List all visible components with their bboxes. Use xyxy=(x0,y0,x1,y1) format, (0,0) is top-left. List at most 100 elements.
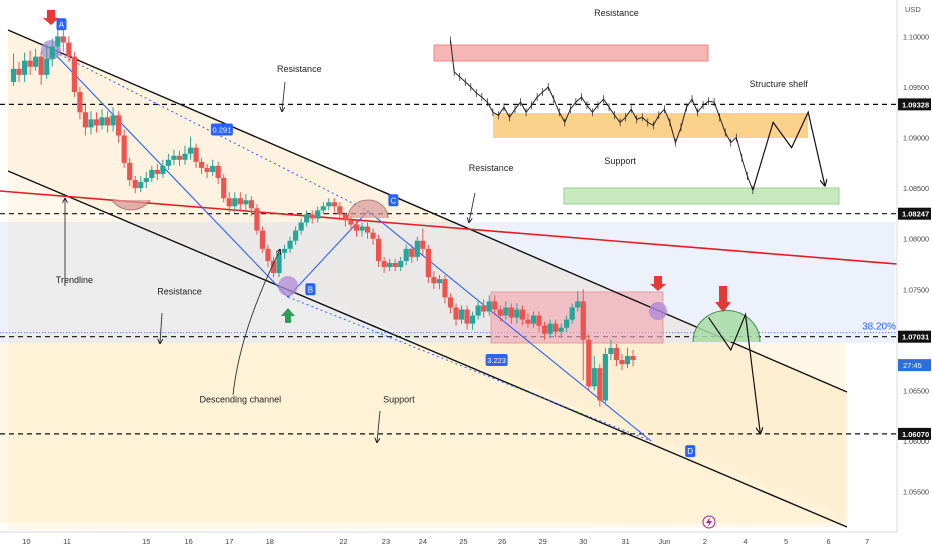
candle-12 xyxy=(77,86,83,120)
candle-90 xyxy=(508,303,514,324)
candle-35 xyxy=(204,163,210,179)
candle-6 xyxy=(44,44,50,79)
annotation-2: Structure shelf xyxy=(750,79,809,89)
annotation-6: Resistance xyxy=(157,286,202,296)
fib-label: 38.20% xyxy=(862,322,896,333)
candle-54 xyxy=(309,210,315,224)
red-arrow-turn xyxy=(650,276,666,291)
candle-102 xyxy=(575,291,581,312)
candle-72 xyxy=(409,244,415,263)
candle-10 xyxy=(66,36,72,62)
candle-23 xyxy=(138,175,144,193)
candle-91 xyxy=(514,303,520,324)
candle-79 xyxy=(447,293,454,314)
candle-108 xyxy=(608,339,614,361)
candle-106 xyxy=(597,364,603,407)
svg-text:C: C xyxy=(390,196,396,205)
candle-34 xyxy=(198,157,205,174)
candle-67 xyxy=(381,256,387,274)
x-tick-17: 5 xyxy=(784,537,788,546)
candle-4 xyxy=(33,48,39,71)
main-projection xyxy=(708,312,761,433)
countdown-tag: 27:45 xyxy=(898,359,931,372)
candle-51 xyxy=(293,226,299,245)
candle-24 xyxy=(143,171,149,189)
inset-price-line xyxy=(450,36,754,195)
point-label-D: D xyxy=(685,445,696,458)
candle-101 xyxy=(569,303,575,324)
red-arrow-a xyxy=(43,10,59,25)
pointer-arrows xyxy=(43,10,731,323)
candle-94 xyxy=(530,311,537,328)
candle-97 xyxy=(547,319,553,338)
x-tick-7: 23 xyxy=(382,537,390,546)
candle-112 xyxy=(630,349,636,367)
candle-11 xyxy=(71,51,77,98)
candle-55 xyxy=(315,206,321,223)
candle-43 xyxy=(248,196,254,217)
candle-64 xyxy=(364,222,371,239)
candle-8 xyxy=(55,26,61,55)
candle-52 xyxy=(298,218,304,235)
candle-83 xyxy=(470,311,476,330)
annotation-4: Resistance xyxy=(469,163,514,173)
x-tick-9: 25 xyxy=(459,537,467,546)
candle-61 xyxy=(348,216,354,231)
candle-69 xyxy=(392,258,398,272)
abcd-path xyxy=(50,49,652,442)
svg-text:B: B xyxy=(308,285,313,294)
x-tick-8: 24 xyxy=(419,537,427,546)
support-box xyxy=(563,187,840,205)
inset-line xyxy=(450,40,754,191)
value-tag-1: 3.223 xyxy=(485,354,508,367)
candle-103 xyxy=(580,289,586,381)
arc-c xyxy=(347,199,389,219)
inset-projection xyxy=(752,110,825,191)
candle-73 xyxy=(414,236,420,261)
x-tick-2: 15 xyxy=(142,537,150,546)
x-tick-5: 18 xyxy=(266,537,274,546)
point-b-circle xyxy=(278,276,298,296)
annotation-5: Trendline xyxy=(56,275,93,285)
candle-18 xyxy=(110,107,116,132)
candle-99 xyxy=(558,323,564,336)
candle-47 xyxy=(270,256,277,278)
x-tick-13: 31 xyxy=(621,537,629,546)
candle-7 xyxy=(49,38,55,67)
candle-85 xyxy=(481,299,487,318)
green-arrow-b xyxy=(281,308,295,323)
candle-104 xyxy=(586,333,592,391)
annotations: Resistance Resistance Structure shelf Suppo… xyxy=(56,8,808,404)
support-fill xyxy=(0,343,845,523)
candle-38 xyxy=(221,173,227,203)
level-tags: 1.09328 1.08247 1.07031 1.06070 27:45 xyxy=(898,98,931,440)
svg-text:1.06070: 1.06070 xyxy=(902,430,929,439)
candle-86 xyxy=(486,295,492,316)
lightning-icon[interactable] xyxy=(702,515,716,529)
candle-80 xyxy=(453,303,459,326)
x-tick-3: 16 xyxy=(185,537,193,546)
level-tag-1: 1.08247 xyxy=(898,207,931,220)
candle-89 xyxy=(503,301,509,320)
y-tick-7: 1.06000 xyxy=(903,437,929,446)
candle-16 xyxy=(99,109,105,130)
candle-81 xyxy=(458,305,465,324)
annotation-0: Resistance xyxy=(277,64,322,74)
candle-36 xyxy=(210,159,216,176)
candle-5 xyxy=(38,51,44,85)
level-tag-3: 1.06070 xyxy=(898,427,931,440)
candle-58 xyxy=(331,198,337,213)
price-axis[interactable]: USD 1.100001.095001.090001.085001.080001… xyxy=(896,0,932,532)
candle-93 xyxy=(525,313,531,328)
y-tick-6: 1.06500 xyxy=(903,386,929,395)
candle-26 xyxy=(154,163,160,181)
y-tick-1: 1.09500 xyxy=(903,83,929,92)
time-axis[interactable]: 10 11 15 16 17 18 22 23 24 25 26 29 30 31 Jun 2 4 5 6 7 xyxy=(0,531,932,550)
svg-text:0.291: 0.291 xyxy=(212,125,231,134)
annotation-1: Resistance xyxy=(594,8,639,18)
candle-78 xyxy=(442,275,448,304)
candle-39 xyxy=(226,192,232,213)
svg-text:D: D xyxy=(687,447,693,456)
